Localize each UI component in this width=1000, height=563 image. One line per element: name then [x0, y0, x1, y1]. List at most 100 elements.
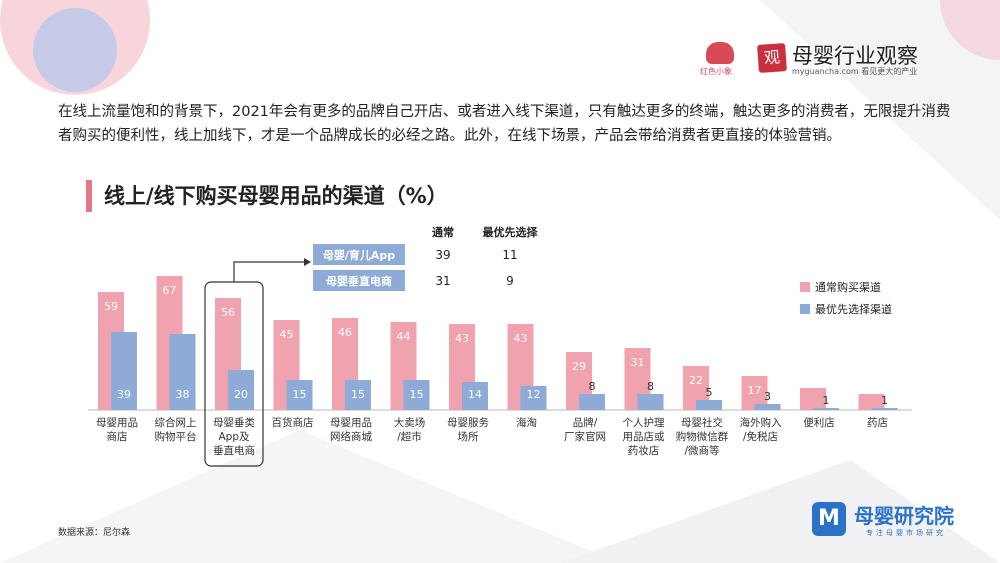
bar-series2	[228, 370, 254, 410]
legend-swatch-series2	[800, 304, 810, 314]
bar-series2	[403, 380, 430, 410]
category-label-line: 商店	[107, 430, 128, 443]
chart-title: 线上/线下购买母婴用品的渠道（%）	[104, 184, 448, 208]
category-label-line: 药妆店	[628, 444, 660, 457]
data-label-series1: 59	[104, 300, 118, 313]
institute-logo-icon: M	[812, 502, 846, 536]
bar-series2	[579, 394, 605, 410]
data-source: 数据来源：尼尔森	[58, 528, 131, 538]
institute-title: 母婴研究院	[854, 504, 954, 528]
category-label-line: 综合网上	[155, 416, 197, 429]
category-label-line: 购物平台	[155, 430, 197, 443]
category-label-line: 药店	[867, 416, 888, 429]
data-label-series2: 39	[117, 388, 131, 401]
category-label-line: 场所	[458, 430, 479, 443]
category-label-line: 个人护理	[623, 416, 665, 429]
callout-header-priority: 最优先选择	[483, 225, 539, 239]
brand-logo: 观 母婴行业观察 myguancha.com 看见更大的产业	[757, 40, 968, 80]
bar-series2	[813, 408, 839, 410]
data-label-series1: 22	[689, 374, 703, 387]
data-label-series1: 31	[631, 356, 645, 369]
category-label: 海淘	[516, 416, 537, 429]
callout-value-usual: 31	[435, 274, 450, 288]
callout-value-usual: 39	[435, 248, 450, 262]
callout-row-label: 母婴/育儿App	[323, 248, 395, 262]
category-label: 药店	[867, 416, 888, 429]
data-label-series2: 1	[823, 394, 830, 407]
category-label-line: 购物微信群	[676, 430, 729, 443]
legend-label-series2: 最优先选择渠道	[815, 302, 892, 316]
bar-series2	[169, 334, 196, 410]
brand-title: 母婴行业观察	[792, 44, 918, 68]
elephant-icon	[706, 42, 734, 64]
chart-title-accent	[86, 180, 92, 212]
category-label: 母婴垂类 App及垂直电商	[213, 416, 255, 457]
header: 红色小象 观 母婴行业观察 myguancha.com 看见更大的产业	[700, 40, 970, 80]
category-label-line: 用品店或	[623, 430, 665, 443]
category-label-line: 百货商店	[272, 416, 314, 429]
category-label-line: 垂直电商	[213, 444, 255, 457]
category-label-line: 母婴社交	[681, 416, 723, 429]
category-label-line: 母婴垂类	[213, 416, 255, 429]
data-label-series2: 8	[647, 380, 654, 393]
category-label-line: 品牌/	[573, 416, 598, 429]
bar-series1	[858, 394, 885, 410]
category-label: 海外购入/免税店	[740, 416, 782, 443]
category-label: 母婴用品商店	[96, 417, 138, 443]
data-label-series1: 56	[221, 306, 235, 319]
callout-connector	[233, 261, 304, 282]
bar-series2	[286, 380, 313, 410]
category-label-line: 海外购入	[740, 416, 782, 429]
data-label-series2: 15	[351, 388, 365, 401]
category-label: 百货商店	[272, 416, 314, 429]
data-label-series1: 67	[163, 284, 177, 297]
bar-series2	[871, 408, 898, 410]
data-label-series2: 15	[293, 388, 307, 401]
category-label-line: 大卖场	[394, 416, 426, 429]
callout-header-usual: 通常	[432, 225, 454, 239]
category-label-line: 便利店	[803, 416, 835, 429]
category-label-line: 海淘	[516, 416, 537, 429]
bar-series2	[462, 382, 488, 410]
callout-value-priority: 11	[502, 248, 517, 262]
category-label: 便利店	[803, 416, 835, 429]
partner-logo-text: 红色小象	[700, 67, 732, 76]
data-label-series1: 45	[280, 328, 294, 341]
category-label-line: /免税店	[743, 430, 778, 443]
intro-paragraph: 在线上流量饱和的背景下，2021年会有更多的品牌自己开店、或者进入线下渠道，只有…	[58, 104, 951, 144]
bar-series2	[520, 386, 547, 410]
legend-label-series1: 通常购买渠道	[815, 280, 881, 294]
data-label-series2: 14	[468, 388, 482, 401]
category-label-line: /超市	[397, 430, 422, 443]
bar-series2	[637, 394, 664, 410]
category-label: 母婴服务场所	[447, 416, 489, 443]
callout-arrow	[304, 258, 311, 266]
callout-row-label-bg	[313, 270, 405, 291]
brand-subtitle: myguancha.com 看见更大的产业	[792, 67, 918, 76]
category-label: 综合网上购物平台	[155, 416, 197, 443]
category-label: 大卖场/超市	[394, 416, 426, 443]
data-label-series2: 3	[764, 390, 771, 403]
data-label-series2: 12	[527, 388, 541, 401]
category-label-line: 母婴服务	[447, 416, 489, 429]
data-label-series1: 46	[338, 326, 352, 339]
bar-series2	[696, 400, 722, 410]
data-label-series2: 1	[881, 394, 888, 407]
category-label: 母婴社交购物微信群/微商等	[676, 416, 729, 457]
data-label-series2: 20	[234, 388, 248, 401]
category-label-line: 母婴用品	[96, 417, 138, 429]
category-label-line: /微商等	[684, 444, 720, 457]
callout-row-label-bg	[313, 244, 405, 265]
category-label-line: 厂家官网	[564, 430, 606, 443]
data-label-series1: 43	[455, 332, 469, 345]
data-label-series1: 17	[748, 384, 762, 397]
callout-row-label: 母婴垂直电商	[326, 274, 392, 288]
category-label: 品牌/厂家官网	[564, 416, 606, 443]
institute-subtitle: 专注母婴市场研究	[866, 529, 946, 537]
data-label-series1: 29	[572, 360, 586, 373]
footer-logo: M 母婴研究院 专注母婴市场研究	[812, 500, 972, 544]
data-label-series2: 8	[589, 380, 596, 393]
data-label-series1: 11	[804, 373, 818, 386]
data-label-series2: 5	[706, 386, 713, 399]
